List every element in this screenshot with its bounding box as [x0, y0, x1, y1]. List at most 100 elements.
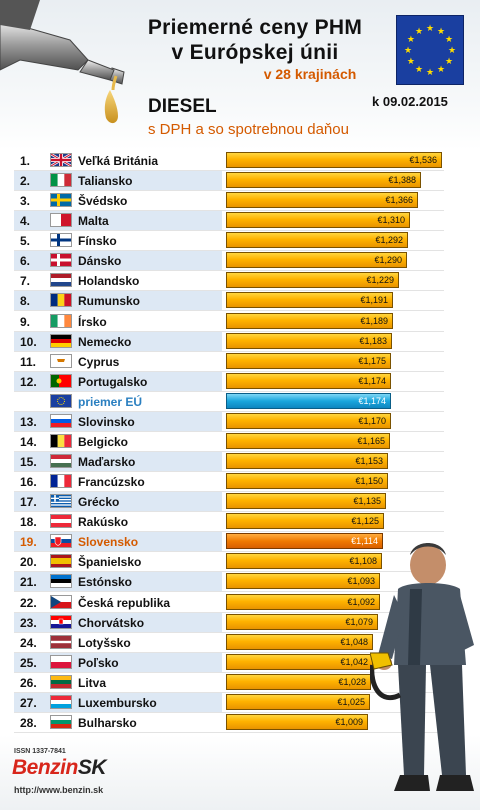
country-row: 27. Luxembursko — [14, 693, 222, 712]
rank-label: 21. — [20, 575, 37, 589]
country-name: Veľká Británia — [78, 154, 158, 168]
rank-label: 10. — [20, 335, 37, 349]
dk-flag-icon — [50, 253, 72, 267]
svg-text:★: ★ — [407, 57, 415, 67]
country-row: 7. Holandsko — [14, 271, 222, 290]
country-row: 2. Taliansko — [14, 171, 222, 190]
rank-label: 3. — [20, 194, 31, 208]
website-url[interactable]: http://www.benzin.sk — [14, 785, 104, 795]
row-divider — [14, 210, 444, 211]
country-row: 24. Lotyšsko — [14, 633, 222, 652]
row-divider — [14, 511, 444, 512]
row-divider — [14, 411, 444, 412]
row-divider — [14, 170, 444, 171]
it-flag-icon — [50, 173, 72, 187]
eu-average-bar: €1,174 — [226, 393, 391, 409]
si-flag-icon — [50, 414, 72, 428]
price-bar: €1,114 — [226, 533, 383, 549]
price-bar: €1,174 — [226, 373, 391, 389]
country-row: 22. Česká republika — [14, 593, 222, 612]
country-row: 8. Rumunsko — [14, 291, 222, 310]
svg-text:★: ★ — [445, 57, 453, 67]
row-divider — [14, 632, 444, 633]
country-row: 14. Belgicko — [14, 432, 222, 451]
rank-label: 18. — [20, 515, 37, 529]
price-bar: €1,125 — [226, 513, 384, 529]
country-name: Česká republika — [78, 596, 171, 610]
svg-text:★: ★ — [404, 46, 412, 56]
rank-label: 12. — [20, 375, 37, 389]
se-flag-icon — [50, 193, 72, 207]
row-divider — [14, 591, 444, 592]
ie-flag-icon — [50, 314, 72, 328]
svg-text:★: ★ — [426, 24, 434, 34]
country-row: 25. Poľsko — [14, 653, 222, 672]
row-divider — [14, 672, 444, 673]
rank-label: 1. — [20, 154, 31, 168]
de-flag-icon — [50, 334, 72, 348]
page-subtitle: v 28 krajinách — [263, 66, 357, 82]
svg-text:★: ★ — [426, 68, 434, 78]
row-divider — [14, 190, 444, 191]
date-label: k 09.02.2015 — [372, 94, 448, 109]
rank-label: 8. — [20, 294, 31, 308]
price-bar: €1,366 — [226, 192, 418, 208]
country-name: Slovensko — [78, 535, 139, 549]
rank-label: 17. — [20, 495, 37, 509]
row-divider — [14, 351, 444, 352]
country-name: Švédsko — [78, 194, 128, 208]
country-name: Rumunsko — [78, 294, 141, 308]
price-bar: €1,093 — [226, 573, 380, 589]
row-divider — [14, 652, 444, 653]
rank-label: 25. — [20, 656, 37, 670]
rank-label: 23. — [20, 616, 37, 630]
row-divider — [14, 551, 444, 552]
be-flag-icon — [50, 434, 72, 448]
price-bar: €1,189 — [226, 313, 393, 329]
country-name: Írsko — [78, 315, 107, 329]
country-row: 20. Španielsko — [14, 552, 222, 571]
country-name: Belgicko — [78, 435, 129, 449]
rank-label: 7. — [20, 274, 31, 288]
es-flag-icon — [50, 554, 72, 568]
country-name: Francúzsko — [78, 475, 145, 489]
row-divider — [14, 612, 444, 613]
country-row: 5. Fínsko — [14, 231, 222, 250]
lt-flag-icon — [50, 675, 72, 689]
row-divider — [14, 531, 444, 532]
price-bar: €1,175 — [226, 353, 391, 369]
price-bar: €1,135 — [226, 493, 386, 509]
sk-flag-icon — [50, 534, 72, 548]
pl-flag-icon — [50, 655, 72, 669]
uk-flag-icon — [50, 153, 72, 167]
country-name: Portugalsko — [78, 375, 148, 389]
row-divider — [14, 371, 444, 372]
row-divider — [14, 732, 444, 733]
eu-flag-icon: ★ ★★★★★★★★★★★ — [396, 15, 464, 85]
country-name: Dánsko — [78, 254, 122, 268]
issn-text: ISSN 1337-7841 — [14, 748, 66, 755]
fr-flag-icon — [50, 474, 72, 488]
country-row: 17. Grécko — [14, 492, 222, 511]
country-name: Grécko — [78, 495, 120, 509]
page-title-line1: Priemerné ceny PHM — [147, 16, 363, 39]
rank-label: 13. — [20, 415, 37, 429]
price-bar: €1,229 — [226, 272, 399, 288]
country-name: Chorvátsko — [78, 616, 145, 630]
nl-flag-icon — [50, 273, 72, 287]
rank-label: 22. — [20, 596, 37, 610]
lv-flag-icon — [50, 635, 72, 649]
country-name: Poľsko — [78, 656, 119, 670]
price-bar: €1,025 — [226, 694, 370, 710]
price-bar: €1,536 — [226, 152, 442, 168]
ro-flag-icon — [50, 293, 72, 307]
price-bar: €1,388 — [226, 172, 421, 188]
price-bar: €1,028 — [226, 674, 371, 690]
svg-text:★: ★ — [448, 46, 456, 56]
row-divider — [14, 491, 444, 492]
row-divider — [14, 331, 444, 332]
lu-flag-icon — [50, 695, 72, 709]
svg-text:★: ★ — [415, 65, 423, 75]
country-row: 21. Estónsko — [14, 572, 222, 591]
country-row: 6. Dánsko — [14, 251, 222, 270]
